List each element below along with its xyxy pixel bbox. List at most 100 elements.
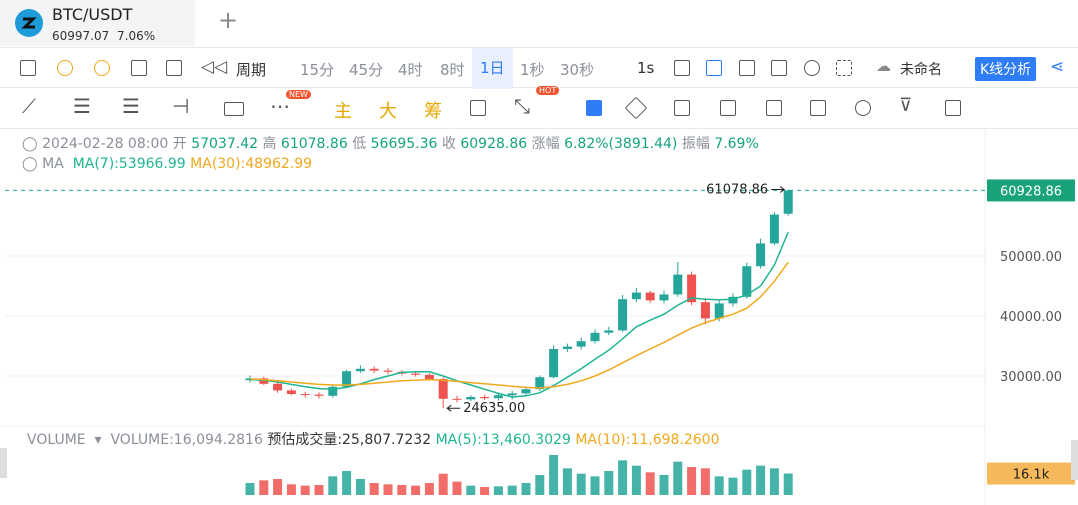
volume-bar bbox=[673, 461, 683, 495]
icon[interactable]: ⋯ bbox=[270, 94, 290, 118]
icon[interactable] bbox=[945, 100, 961, 116]
analysis-button[interactable]: K线分析 bbox=[975, 57, 1037, 81]
collapse-icon[interactable]: ◯ bbox=[22, 136, 38, 152]
info-value: 6.82%(3891.44) bbox=[564, 136, 678, 152]
interval-active[interactable]: 1日 bbox=[472, 48, 513, 89]
candle-body bbox=[645, 292, 655, 301]
candle-body bbox=[286, 390, 296, 394]
icon[interactable]: ◁◁ bbox=[201, 57, 228, 77]
icon[interactable] bbox=[20, 60, 36, 76]
volume-bar bbox=[424, 483, 434, 495]
icon[interactable]: ☰ bbox=[73, 94, 91, 118]
icon[interactable] bbox=[706, 60, 722, 76]
interval[interactable]: 8时 bbox=[440, 61, 465, 79]
icon[interactable]: ⤡ bbox=[514, 94, 530, 118]
icon[interactable]: ☰ bbox=[122, 94, 140, 118]
candle-body bbox=[562, 346, 572, 349]
icon[interactable] bbox=[470, 100, 486, 116]
icon[interactable] bbox=[624, 96, 648, 120]
interval[interactable]: 30秒 bbox=[560, 61, 595, 79]
info-value: 60928.86 bbox=[460, 136, 528, 152]
candle-body bbox=[604, 330, 614, 333]
candle-body bbox=[328, 386, 338, 396]
period[interactable]: 周期 bbox=[236, 61, 267, 79]
info-label: 高 bbox=[262, 136, 277, 152]
icon[interactable] bbox=[720, 100, 736, 116]
volume-stat: MA(5):13,460.3029 bbox=[435, 432, 571, 448]
tab[interactable]: BTC/USDT 60997.07 7.06% bbox=[0, 0, 195, 46]
icon[interactable] bbox=[586, 100, 602, 116]
icon[interactable] bbox=[674, 100, 690, 116]
volume-bar bbox=[342, 471, 352, 495]
icon[interactable] bbox=[739, 60, 755, 76]
icon[interactable]: ⊣ bbox=[172, 94, 190, 118]
icon[interactable]: ⊽ bbox=[899, 95, 913, 116]
ma-line bbox=[249, 261, 789, 389]
info-value: 57037.42 bbox=[191, 136, 259, 152]
candle-body bbox=[493, 395, 503, 399]
candle-body bbox=[700, 302, 710, 319]
interval[interactable]: 4时 bbox=[398, 61, 423, 79]
time: 2024-02-28 08:00 bbox=[42, 136, 169, 152]
volume-bar bbox=[769, 468, 779, 495]
icon[interactable] bbox=[57, 60, 73, 76]
interval[interactable]: 45分 bbox=[349, 61, 384, 79]
scroll-handle bbox=[1071, 440, 1078, 480]
indicator[interactable]: 大 bbox=[379, 101, 397, 122]
icon[interactable] bbox=[674, 60, 690, 76]
icon[interactable] bbox=[766, 100, 782, 116]
collapse-icon[interactable]: ◯ bbox=[22, 156, 38, 172]
volume-stat: VOLUME:16,094.2816 bbox=[110, 432, 263, 448]
volume-last-label: 16.1k bbox=[1013, 468, 1050, 483]
last-price-tag bbox=[987, 179, 1075, 202]
share-icon[interactable]: ⋖ bbox=[1050, 57, 1065, 77]
info-label: 涨幅 bbox=[531, 136, 560, 152]
icon[interactable] bbox=[804, 60, 820, 76]
volume-bar bbox=[300, 485, 310, 495]
indicator[interactable]: 筹 bbox=[424, 101, 442, 122]
volume-bar bbox=[728, 477, 738, 495]
volume-bar bbox=[259, 480, 269, 495]
dropdown[interactable]: ▾ bbox=[90, 432, 107, 448]
volume-bar bbox=[452, 481, 462, 495]
info-label: 收 bbox=[441, 136, 456, 152]
indicator[interactable]: 主 bbox=[334, 101, 352, 122]
second[interactable]: 1s bbox=[637, 59, 655, 77]
tab-price: 60997.07 bbox=[52, 29, 110, 43]
volume-bar bbox=[245, 483, 255, 495]
icon[interactable] bbox=[166, 60, 182, 76]
interval[interactable]: 1秒 bbox=[520, 61, 545, 79]
volume-title: VOLUME bbox=[27, 432, 86, 448]
icon[interactable] bbox=[855, 100, 871, 116]
candle-body bbox=[507, 393, 517, 396]
candle-body bbox=[424, 374, 434, 379]
candle-body bbox=[728, 296, 738, 304]
icon[interactable]: ⟋ bbox=[22, 94, 36, 118]
icon[interactable] bbox=[810, 100, 826, 116]
icon[interactable] bbox=[771, 60, 787, 76]
y-tick-label: 50000.00 bbox=[1000, 250, 1062, 265]
icon[interactable] bbox=[836, 60, 852, 76]
info-label: 低 bbox=[352, 136, 367, 152]
volume-bar bbox=[507, 485, 517, 495]
volume-bar bbox=[493, 486, 503, 495]
volume-tag bbox=[987, 462, 1075, 485]
candle-body bbox=[769, 214, 779, 244]
legend-entry: MA(7):53966.99 bbox=[72, 156, 186, 172]
legend-entry: MA(30):48962.99 bbox=[190, 156, 313, 172]
volume-bar bbox=[535, 475, 545, 495]
volume-bar bbox=[687, 467, 697, 495]
volume-bar bbox=[466, 485, 476, 495]
info-label: 振幅 bbox=[681, 136, 710, 152]
icon[interactable] bbox=[224, 102, 244, 116]
cloud-icon: ☁ bbox=[876, 57, 891, 75]
interval[interactable]: 15分 bbox=[300, 61, 335, 79]
add-tab[interactable]: + bbox=[218, 6, 239, 34]
layout-name[interactable]: 未命名 bbox=[900, 62, 942, 78]
volume-stat: 预估成交量:25,807.7232 bbox=[267, 432, 432, 448]
icon[interactable] bbox=[94, 60, 110, 76]
icon[interactable] bbox=[131, 60, 147, 76]
info-label: 开 bbox=[172, 136, 187, 152]
